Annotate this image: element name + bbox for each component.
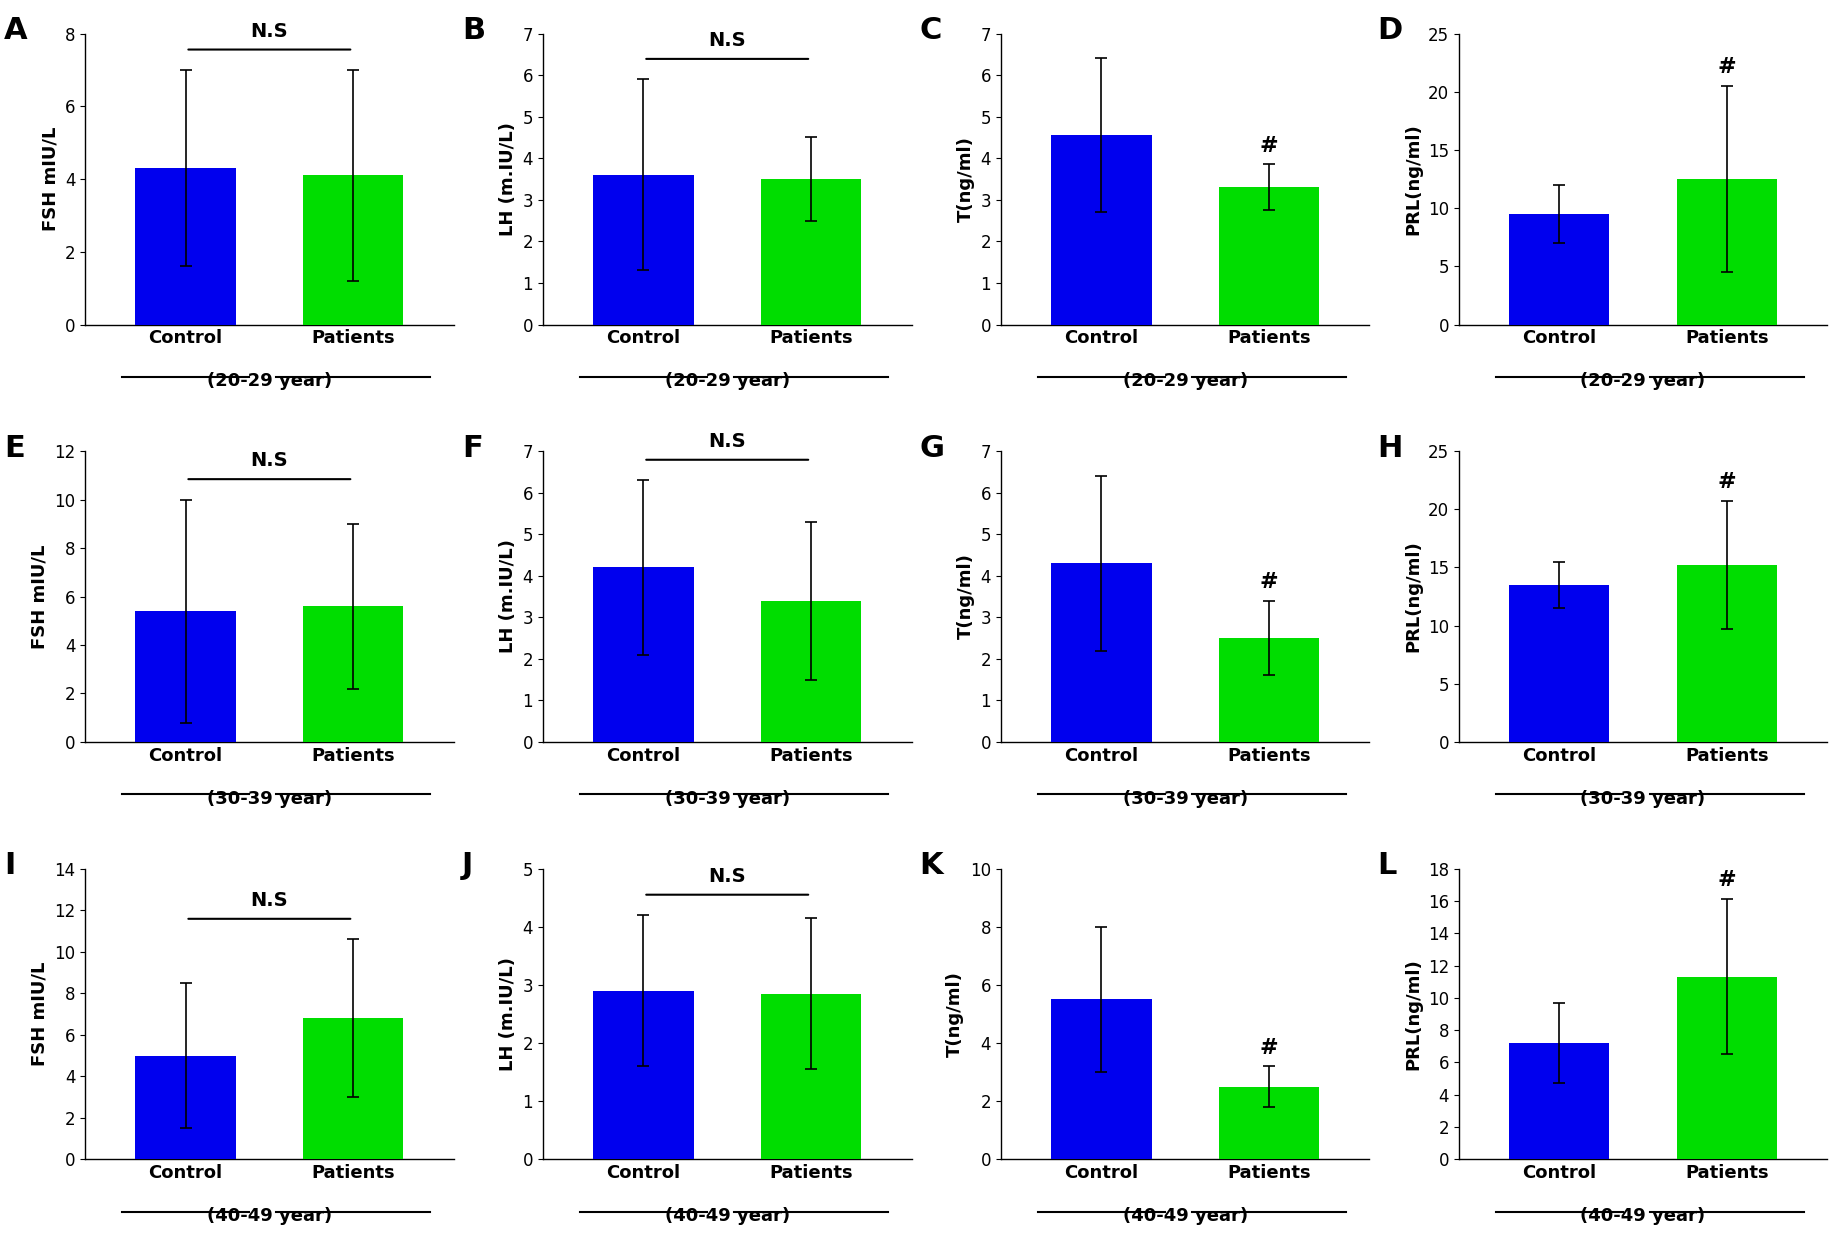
Bar <box>1676 565 1778 741</box>
Bar <box>1508 214 1610 324</box>
Text: F: F <box>461 433 483 462</box>
Text: B: B <box>461 16 485 45</box>
Bar <box>1676 976 1778 1160</box>
Text: N.S: N.S <box>251 22 288 41</box>
Y-axis label: PRL(ng/ml): PRL(ng/ml) <box>1405 540 1422 652</box>
Bar <box>1508 1043 1610 1160</box>
Bar <box>1051 135 1152 324</box>
Y-axis label: T(ng/ml): T(ng/ml) <box>946 971 964 1057</box>
Bar <box>135 611 236 741</box>
Text: N.S: N.S <box>708 432 747 451</box>
Bar <box>594 175 693 324</box>
Text: E: E <box>4 433 24 462</box>
Y-axis label: LH (m.IU/L): LH (m.IU/L) <box>500 539 516 653</box>
Text: L: L <box>1377 851 1398 881</box>
Text: N.S: N.S <box>251 891 288 910</box>
Bar <box>1219 638 1318 741</box>
Y-axis label: T(ng/ml): T(ng/ml) <box>957 137 975 222</box>
X-axis label: (30-39 year): (30-39 year) <box>664 790 789 807</box>
Bar <box>1219 188 1318 324</box>
Text: H: H <box>1377 433 1403 462</box>
Y-axis label: LH (m.IU/L): LH (m.IU/L) <box>500 122 516 236</box>
Text: #: # <box>1259 571 1278 592</box>
Text: #: # <box>1717 871 1735 891</box>
Text: A: A <box>4 16 28 45</box>
Bar <box>1508 585 1610 741</box>
Text: I: I <box>4 851 15 881</box>
X-axis label: (30-39 year): (30-39 year) <box>1580 790 1706 807</box>
Y-axis label: FSH mIU/L: FSH mIU/L <box>41 127 59 231</box>
Bar <box>594 568 693 741</box>
Bar <box>135 168 236 324</box>
X-axis label: (20-29 year): (20-29 year) <box>1580 373 1706 390</box>
X-axis label: (20-29 year): (20-29 year) <box>207 373 332 390</box>
Y-axis label: LH (m.IU/L): LH (m.IU/L) <box>500 958 516 1071</box>
Text: J: J <box>461 851 474 881</box>
Text: N.S: N.S <box>708 31 747 50</box>
Bar <box>302 175 404 324</box>
Text: #: # <box>1259 1037 1278 1058</box>
Y-axis label: FSH mIU/L: FSH mIU/L <box>31 961 48 1066</box>
Bar <box>1676 179 1778 324</box>
Bar <box>302 1018 404 1160</box>
Bar <box>135 1056 236 1160</box>
Text: G: G <box>920 433 944 462</box>
Bar <box>762 994 861 1160</box>
Bar <box>762 601 861 741</box>
X-axis label: (30-39 year): (30-39 year) <box>1123 790 1248 807</box>
Bar <box>594 991 693 1160</box>
Bar <box>1051 1000 1152 1160</box>
Y-axis label: PRL(ng/ml): PRL(ng/ml) <box>1405 123 1422 235</box>
Y-axis label: T(ng/ml): T(ng/ml) <box>957 554 975 640</box>
Y-axis label: PRL(ng/ml): PRL(ng/ml) <box>1403 958 1422 1069</box>
X-axis label: (40-49 year): (40-49 year) <box>1123 1207 1248 1226</box>
X-axis label: (40-49 year): (40-49 year) <box>1580 1207 1706 1226</box>
Text: D: D <box>1377 16 1403 45</box>
Text: K: K <box>920 851 944 881</box>
X-axis label: (40-49 year): (40-49 year) <box>207 1207 332 1226</box>
Text: N.S: N.S <box>708 867 747 886</box>
Bar <box>1219 1087 1318 1160</box>
X-axis label: (20-29 year): (20-29 year) <box>1123 373 1248 390</box>
Bar <box>302 606 404 741</box>
Text: N.S: N.S <box>251 451 288 471</box>
Text: C: C <box>920 16 942 45</box>
Bar <box>762 179 861 324</box>
Y-axis label: FSH mIU/L: FSH mIU/L <box>31 544 48 648</box>
Text: #: # <box>1717 57 1735 77</box>
Bar <box>1051 564 1152 741</box>
Text: #: # <box>1717 472 1735 492</box>
X-axis label: (40-49 year): (40-49 year) <box>664 1207 789 1226</box>
Text: #: # <box>1259 135 1278 155</box>
X-axis label: (20-29 year): (20-29 year) <box>664 373 789 390</box>
X-axis label: (30-39 year): (30-39 year) <box>207 790 332 807</box>
